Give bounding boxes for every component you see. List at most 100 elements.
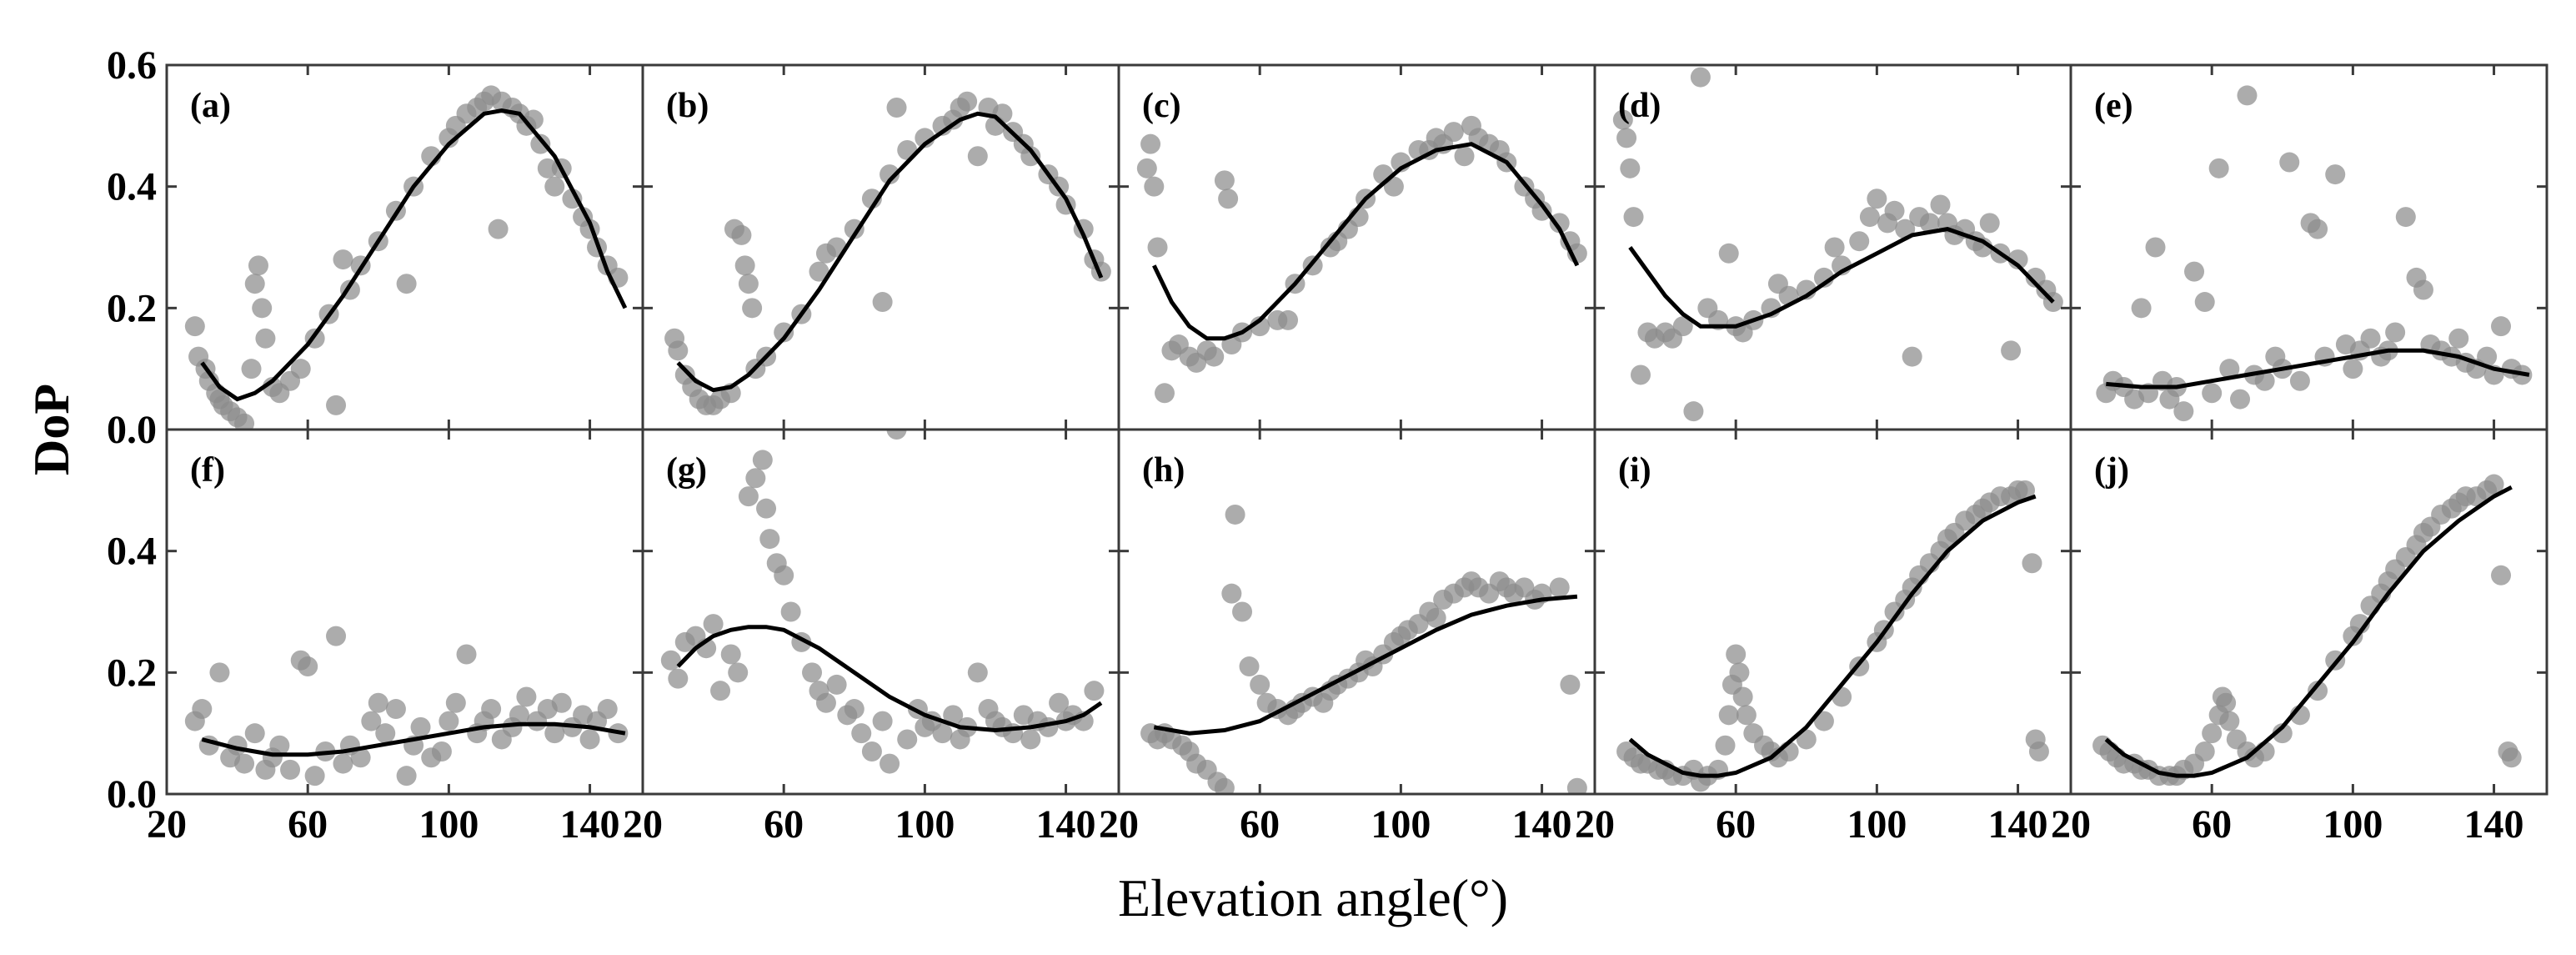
panel-g: (g) 20 60 100 140 — [623, 428, 1120, 847]
y-tick-label: 0.0 — [107, 772, 157, 817]
scatter-point — [375, 723, 396, 744]
scatter-point — [1849, 231, 1870, 252]
scatter-point — [880, 753, 900, 774]
panel-label: (e) — [2094, 87, 2133, 125]
panel-data — [1612, 67, 2063, 422]
scatter-point — [2448, 328, 2469, 349]
y-tick-label: 0.4 — [107, 530, 157, 574]
scatter-point — [2173, 401, 2194, 422]
scatter-point — [2145, 237, 2166, 258]
scatter-point — [1620, 158, 1641, 178]
panel-frame — [165, 63, 644, 431]
scatter-point — [544, 176, 565, 197]
fit-curve — [1153, 594, 1578, 736]
scatter-point — [2477, 346, 2498, 367]
panel-h: (h) 20 60 100 140 — [1099, 428, 1596, 847]
x-tick-label: 100 — [1847, 802, 1907, 847]
scatter-point — [1979, 213, 2000, 234]
panel-frame — [641, 63, 1120, 431]
scatter-point — [269, 735, 290, 756]
scatter-point — [2501, 747, 2522, 768]
scatter-point — [1560, 674, 1581, 695]
scatter-point — [551, 692, 572, 713]
scatter-point — [2343, 359, 2363, 379]
scatter-point — [728, 662, 749, 683]
x-tick-label: 140 — [2464, 802, 2524, 847]
scatter-point — [1616, 128, 1637, 148]
scatter-point — [703, 614, 724, 635]
scatter-point — [1867, 188, 1887, 209]
scatter-point — [184, 316, 205, 337]
panel-label: (h) — [1142, 451, 1185, 490]
scatter-point — [530, 133, 551, 154]
scatter-point — [780, 601, 801, 622]
scatter-point — [1612, 109, 1633, 130]
fit-curve — [676, 111, 1104, 393]
scatter-point — [1383, 176, 1404, 197]
scatter-point — [234, 413, 255, 430]
scatter-point — [481, 699, 502, 720]
x-tick-label: 60 — [288, 802, 328, 847]
scatter-point — [1221, 583, 1242, 604]
scatter-point — [1566, 777, 1587, 794]
scatter-point — [2131, 298, 2152, 319]
panel-data — [2092, 474, 2522, 787]
x-tick-label: 60 — [764, 802, 804, 847]
scatter-point — [1204, 346, 1225, 367]
panel-j: (j) 20 60 100 140 — [2051, 428, 2548, 847]
scatter-point — [872, 711, 893, 731]
scatter-point — [844, 699, 865, 720]
scatter-point — [445, 692, 466, 713]
scatter-point — [802, 662, 823, 683]
panel-label: (f) — [190, 451, 225, 490]
panel-label: (j) — [2094, 451, 2129, 490]
scatter-point — [668, 340, 689, 361]
scatter-point — [1136, 158, 1157, 178]
scatter-point — [932, 723, 953, 744]
scatter-point — [2015, 480, 2036, 500]
x-tick-label: 100 — [895, 802, 955, 847]
scatter-point — [597, 699, 618, 720]
scatter-point — [967, 146, 988, 167]
scatter-point — [2360, 328, 2381, 349]
scatter-point — [2385, 322, 2406, 343]
scatter-point — [326, 395, 347, 415]
scatter-point — [456, 644, 477, 665]
scatter-point — [350, 747, 371, 768]
scatter-point — [2491, 316, 2512, 337]
scatter-point — [1729, 662, 1750, 683]
panel-d: (d) — [1593, 63, 2072, 431]
scatter-point — [2194, 292, 2215, 313]
scatter-point — [738, 486, 759, 507]
x-tick-label: 20 — [623, 802, 663, 847]
x-tick-label: 100 — [418, 802, 479, 847]
scatter-point — [333, 753, 353, 774]
scatter-point — [1930, 194, 1951, 215]
scatter-point — [2219, 359, 2240, 379]
scatter-point — [326, 626, 347, 646]
scatter-point — [255, 328, 276, 349]
scatter-point — [209, 662, 230, 683]
panel-label: (d) — [1618, 87, 1661, 125]
scatter-point — [1531, 200, 1552, 221]
fit-curve — [200, 108, 628, 402]
scatter-point — [1813, 711, 1834, 731]
panel-f: (f) 0.0 0.2 0.4 20 60 100 140 — [107, 428, 644, 847]
scatter-point — [1443, 122, 1464, 143]
scatter-point — [742, 298, 763, 319]
scatter-point — [2254, 370, 2275, 391]
scatter-point — [1454, 146, 1475, 167]
scatter-point — [2308, 681, 2328, 701]
x-tick-label: 20 — [147, 802, 187, 847]
panel-a: (a) 0.0 0.2 0.4 0.6 — [107, 43, 644, 452]
scatter-point — [759, 529, 780, 550]
scatter-point — [2237, 85, 2258, 106]
scatter-point — [2395, 207, 2416, 228]
panel-data — [664, 91, 1111, 415]
scatter-point — [244, 274, 265, 294]
panel-frame — [1117, 63, 1596, 431]
scatter-point — [2184, 261, 2205, 282]
scatter-point — [1232, 601, 1253, 622]
x-tick-label: 140 — [560, 802, 620, 847]
panel-e: (e) — [2069, 63, 2548, 431]
